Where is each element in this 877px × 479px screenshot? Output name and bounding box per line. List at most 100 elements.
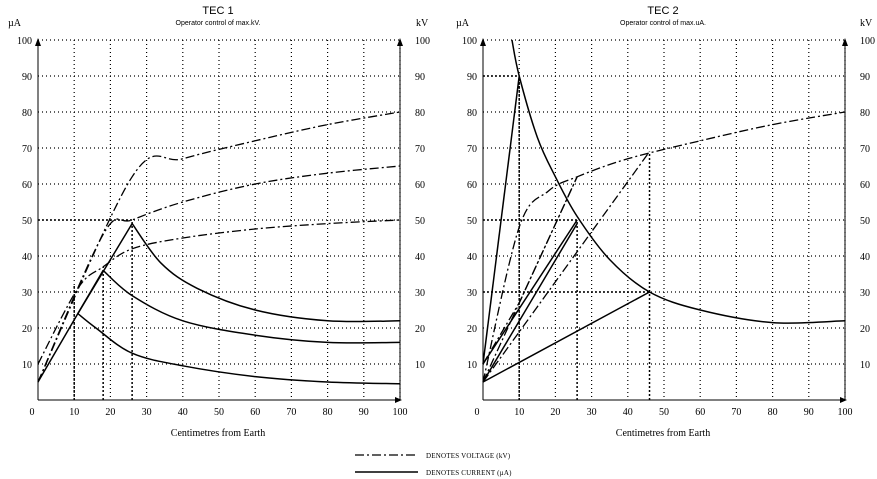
chart-tec2: TEC 2 Operator control of max.uA. µA kV … (456, 5, 875, 439)
x-tick-label: 60 (250, 407, 260, 418)
chart-subtitle: Operator control of max.uA. (620, 20, 706, 27)
y-axis-label-right: kV (860, 18, 873, 29)
x-tick-label: 90 (804, 407, 814, 418)
x-tick-label: 30 (142, 407, 152, 418)
current-series-line (482, 291, 650, 383)
x-tick-label: 20 (105, 407, 115, 418)
grid (483, 39, 846, 400)
x-tick-label: 60 (695, 407, 705, 418)
axis-arrow (842, 38, 848, 46)
y-tick-label-left: 30 (467, 288, 477, 299)
x-tick-label: 50 (214, 407, 224, 418)
y-tick-label-right: 50 (415, 216, 425, 227)
y-tick-label-right: 80 (860, 108, 870, 119)
current-series-line (482, 219, 578, 365)
y-tick-label-left: 60 (22, 180, 32, 191)
chart-tec1: TEC 1 Operator control of max.kV. µA kV … (8, 5, 430, 439)
voltage-series-line (482, 176, 578, 365)
y-tick-label-right: 10 (860, 360, 870, 371)
y-axis-label-left: µA (456, 18, 470, 29)
y-tick-label-left: 90 (22, 72, 32, 83)
current-series-line (102, 269, 401, 344)
y-tick-label-right: 60 (415, 180, 425, 191)
y-tick-label-right: 30 (415, 288, 425, 299)
y-tick-label-right: 100 (415, 36, 430, 47)
y-tick-label-right: 80 (415, 108, 425, 119)
y-tick-label-right: 20 (415, 324, 425, 335)
y-tick-label-left: 70 (22, 144, 32, 155)
current-series-line (482, 75, 520, 365)
x-tick-label: 90 (359, 407, 369, 418)
x-tick-label: 10 (514, 407, 524, 418)
y-tick-label-right: 90 (860, 72, 870, 83)
y-tick-label-right: 40 (860, 252, 870, 263)
voltage-series-line (37, 111, 401, 383)
x-tick-label: 100 (393, 407, 408, 418)
x-tick-label: 70 (286, 407, 296, 418)
x-tick-label: 0 (475, 407, 480, 418)
y-tick-label-right: 60 (860, 180, 870, 191)
x-tick-label: 10 (69, 407, 79, 418)
voltage-series-line (37, 165, 401, 383)
voltage-series-line (482, 111, 846, 383)
x-tick-label: 0 (30, 407, 35, 418)
legend: DENOTES VOLTAGE (kV) DENOTES CURRENT (µA… (355, 452, 512, 477)
y-tick-label-right: 50 (860, 216, 870, 227)
chart-subtitle: Operator control of max.kV. (176, 20, 261, 27)
current-series-line (77, 313, 401, 385)
current-series-line (77, 270, 104, 314)
current-series-line (511, 39, 846, 324)
x-tick-label: 20 (550, 407, 560, 418)
y-tick-label-right: 20 (860, 324, 870, 335)
y-tick-label-right: 10 (415, 360, 425, 371)
chart-title: TEC 2 (647, 5, 678, 17)
legend-current-label: DENOTES CURRENT (µA) (426, 469, 512, 477)
x-tick-label: 40 (178, 407, 188, 418)
legend-voltage-label: DENOTES VOLTAGE (kV) (426, 452, 511, 460)
voltage-series-line (37, 219, 401, 365)
x-tick-label: 30 (587, 407, 597, 418)
y-tick-label-right: 90 (415, 72, 425, 83)
x-tick-label: 80 (323, 407, 333, 418)
y-tick-label-left: 70 (467, 144, 477, 155)
y-tick-label-right: 70 (860, 144, 870, 155)
y-tick-label-left: 100 (462, 36, 477, 47)
y-tick-label-left: 20 (22, 324, 32, 335)
y-tick-label-left: 40 (22, 252, 32, 263)
y-tick-label-left: 50 (22, 216, 32, 227)
axis-arrow (840, 397, 847, 403)
current-series-line (37, 223, 133, 383)
y-tick-label-right: 30 (860, 288, 870, 299)
y-tick-label-left: 10 (22, 360, 32, 371)
x-tick-label: 100 (838, 407, 853, 418)
y-tick-label-right: 70 (415, 144, 425, 155)
axis-arrow (35, 38, 41, 46)
y-axis-label-left: µA (8, 18, 22, 29)
current-series-line (482, 223, 578, 383)
x-axis-label: Centimetres from Earth (616, 428, 710, 439)
y-tick-label-left: 40 (467, 252, 477, 263)
y-tick-label-left: 80 (22, 108, 32, 119)
y-tick-label-right: 100 (860, 36, 875, 47)
axis-arrow (395, 397, 402, 403)
x-axis-label: Centimetres from Earth (171, 428, 265, 439)
x-tick-label: 50 (659, 407, 669, 418)
y-tick-label-left: 50 (467, 216, 477, 227)
y-tick-label-left: 100 (17, 36, 32, 47)
y-axis-label-right: kV (416, 18, 429, 29)
current-series-line (131, 223, 401, 323)
y-tick-label-left: 10 (467, 360, 477, 371)
grid (38, 39, 401, 400)
chart-title: TEC 1 (202, 5, 233, 17)
x-tick-label: 80 (768, 407, 778, 418)
axis-arrow (480, 38, 486, 46)
y-tick-label-left: 20 (467, 324, 477, 335)
x-tick-label: 40 (623, 407, 633, 418)
y-tick-label-left: 90 (467, 72, 477, 83)
x-tick-label: 70 (731, 407, 741, 418)
voltage-series-line (482, 151, 651, 383)
axis-arrow (397, 38, 403, 46)
y-tick-label-right: 40 (415, 252, 425, 263)
y-tick-label-left: 60 (467, 180, 477, 191)
